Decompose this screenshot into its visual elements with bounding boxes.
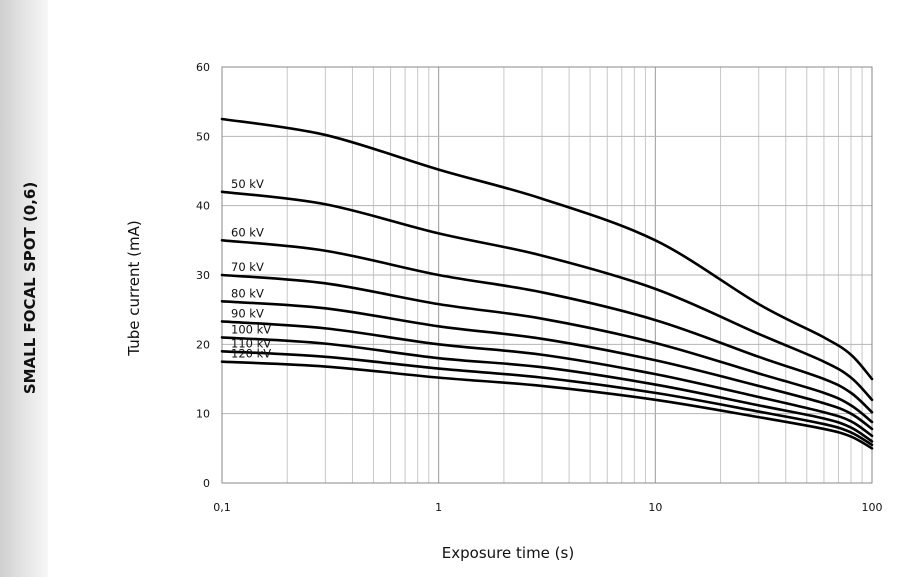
series-label: 70 kV (231, 260, 264, 274)
y-tick-label: 30 (196, 269, 210, 282)
series-line-7 (220, 336, 874, 443)
y-tick-label: 50 (196, 130, 210, 143)
y-tick-label: 60 (196, 61, 210, 74)
x-tick-label: 100 (862, 501, 883, 514)
series-line-8 (220, 349, 874, 447)
y-tick-label: 0 (203, 477, 210, 490)
x-tick-label: 0,1 (213, 501, 231, 514)
series-label: 110 kV (231, 336, 271, 350)
series-line-4 (220, 273, 874, 424)
x-tick-label: 1 (435, 501, 442, 514)
series-layer (220, 117, 874, 450)
series-label: 50 kV (231, 177, 264, 191)
side-band (0, 0, 48, 577)
series-label: 90 kV (231, 306, 264, 320)
series-line-5 (220, 300, 874, 431)
series-line-9 (220, 360, 874, 450)
series-line-1 (220, 117, 874, 381)
y-tick-label: 10 (196, 408, 210, 421)
series-label: 80 kV (231, 286, 264, 300)
series-label: 120 kV (231, 347, 271, 361)
series-line-2 (220, 190, 874, 402)
x-tick-label: 10 (648, 501, 662, 514)
y-tick-label: 40 (196, 200, 210, 213)
series-label: 60 kV (231, 225, 264, 239)
y-tick-label: 20 (196, 338, 210, 351)
series-line-3 (220, 239, 874, 414)
x-axis-title: Exposure time (s) (441, 544, 575, 562)
series-line-6 (220, 320, 874, 438)
series-label: 100 kV (231, 322, 271, 336)
